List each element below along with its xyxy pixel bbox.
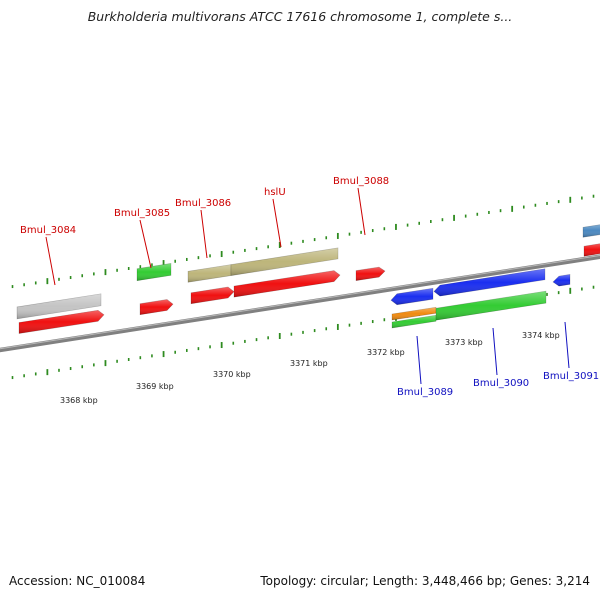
cds-bmul-3090-shading	[434, 268, 545, 297]
gene-leader-line	[45, 236, 56, 286]
gene-leader-line	[564, 321, 570, 369]
feature-green-bmul-3089-shading	[392, 315, 436, 328]
gene-label-bmul-3090[interactable]: Bmul_3090	[473, 378, 529, 389]
feature-steelblue-edge-shading	[583, 224, 600, 238]
feature-khaki-hslu-shading	[231, 247, 338, 276]
map-title: Burkholderia multivorans ATCC 17616 chro…	[87, 9, 513, 24]
gene-leader-line	[416, 335, 422, 385]
cds-bmul-3084-shading	[19, 310, 104, 334]
gene-label-bmul-3084[interactable]: Bmul_3084	[20, 225, 76, 236]
gene-label-hslu[interactable]: hslU	[264, 187, 286, 198]
scale-label: 3373 kbp	[445, 338, 483, 347]
gene-labels: Bmul_3084 Bmul_3085 Bmul_3086 hslU Bmul_3088…	[20, 176, 599, 398]
chromosome-backbone	[0, 254, 600, 353]
gene-label-bmul-3086[interactable]: Bmul_3086	[175, 198, 231, 209]
scale-label: 3371 kbp	[290, 359, 328, 368]
scale-label: 3368 kbp	[60, 396, 98, 405]
feature-orange-bmul-3089-shading	[392, 307, 436, 320]
gene-leader-line	[272, 198, 282, 248]
cds-bmul-3088-shading	[356, 267, 385, 281]
gene-leader-line	[357, 187, 366, 236]
upper-tick-track	[11, 194, 595, 289]
accession-text: Accession: NC_010084	[9, 574, 146, 588]
cds-bmul-3091-shading	[553, 274, 570, 287]
scale-label: 3369 kbp	[136, 382, 174, 391]
gene-leader-line	[200, 209, 208, 259]
feature-green-bmul-3085-shading	[137, 263, 171, 281]
genome-summary-text: Topology: circular; Length: 3,448,466 bp…	[260, 574, 590, 588]
cds-bmul-3086-shading	[191, 287, 234, 304]
backbone-highlight	[0, 254, 600, 350]
feature-khaki-bmul-3086-shading	[188, 264, 231, 283]
cds-edge-shading	[584, 243, 600, 257]
gene-leader-line	[492, 327, 498, 376]
cds-bmul-3089-shading	[391, 288, 433, 305]
scale-label: 3374 kbp	[522, 331, 560, 340]
scale-label: 3372 kbp	[367, 348, 405, 357]
cds-bmul-3085-shading	[140, 299, 173, 315]
feature-green-bmul-3090-shading	[436, 291, 546, 321]
feature-gray-bmul-3084-shading	[17, 293, 101, 319]
feature-layer	[16, 224, 600, 334]
gene-label-bmul-3088[interactable]: Bmul_3088	[333, 176, 389, 187]
gene-label-bmul-3091[interactable]: Bmul_3091	[543, 371, 599, 382]
gene-label-bmul-3085[interactable]: Bmul_3085	[114, 208, 170, 219]
gene-leader-line	[139, 219, 152, 269]
gene-label-bmul-3089[interactable]: Bmul_3089	[397, 387, 453, 398]
backbone-line	[0, 254, 600, 353]
cds-hslu-shading	[234, 270, 340, 298]
scale-labels: 3368 kbp 3369 kbp 3370 kbp 3371 kbp 3372 kbp…	[60, 331, 560, 405]
scale-label: 3370 kbp	[213, 370, 251, 379]
